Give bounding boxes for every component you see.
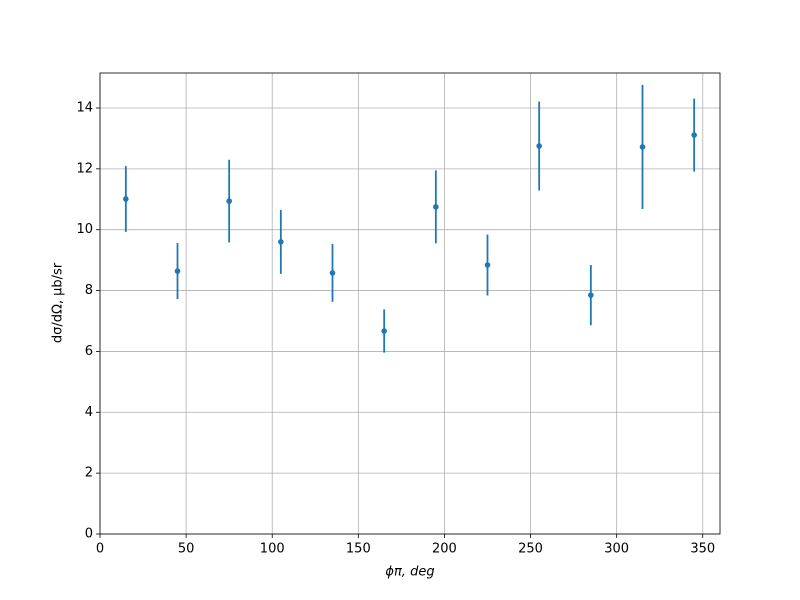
point [226, 198, 232, 204]
plot-frame [99, 72, 721, 535]
y-tick-label: 10 [76, 222, 93, 237]
point [123, 196, 129, 202]
y-tick-label: 12 [76, 161, 93, 176]
point [588, 292, 594, 298]
y-tick-label: 2 [85, 466, 93, 481]
point [484, 262, 491, 268]
x-axis-label: ϕπ, deg [385, 565, 434, 580]
mark-layer [123, 84, 697, 353]
y-tick-label: 4 [85, 405, 93, 420]
grid-layer [99, 73, 720, 535]
x-tick-label: 300 [604, 542, 629, 557]
x-tick-label: 150 [346, 542, 371, 557]
x-tick-label: 350 [690, 542, 715, 557]
point [639, 144, 646, 150]
point [174, 268, 181, 274]
y-tick-label: 8 [85, 283, 93, 298]
point [536, 143, 542, 149]
y-axis-label: dσ/dΩ, μb/sr [51, 262, 66, 343]
x-tick-label: 50 [178, 542, 195, 557]
x-tick-label: 0 [96, 542, 104, 557]
y-tick-label: 6 [85, 344, 93, 359]
x-tick-label: 100 [260, 542, 285, 557]
point [329, 270, 336, 276]
y-tick-label: 0 [85, 527, 93, 542]
point [381, 328, 387, 334]
y-tick-label: 14 [76, 100, 93, 115]
point [278, 239, 284, 245]
x-tick-label: 250 [518, 542, 543, 557]
point [433, 204, 439, 210]
point [691, 132, 697, 138]
x-tick-label: 200 [432, 542, 457, 557]
